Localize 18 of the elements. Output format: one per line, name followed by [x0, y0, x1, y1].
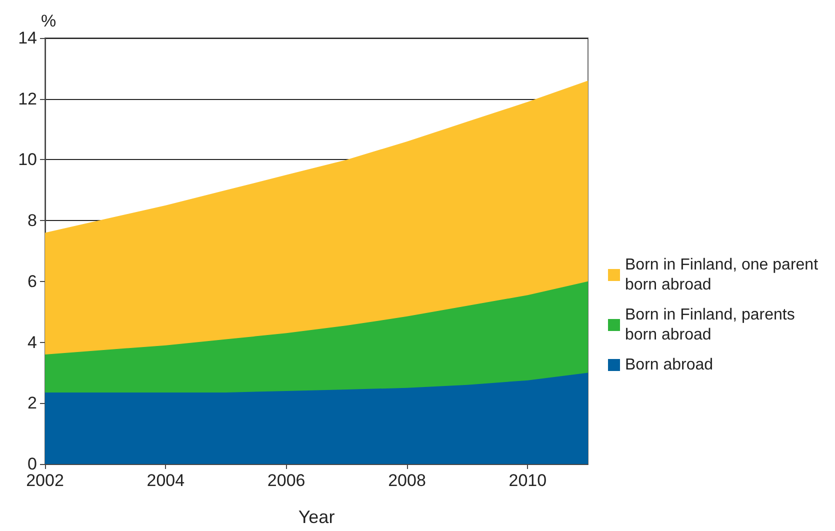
y-axis-title: %: [41, 12, 56, 31]
legend-label: Born in Finland, parents born abroad: [625, 306, 800, 344]
y-tick-label: 4: [28, 332, 37, 352]
x-tick-label: 2010: [508, 471, 547, 490]
x-tick-label: 2008: [388, 471, 426, 490]
y-tick-label: 12: [18, 89, 37, 108]
y-tick-label: 6: [28, 272, 37, 291]
x-tick-label: 2002: [26, 471, 64, 490]
y-tick-label: 0: [28, 454, 37, 474]
y-tick-label: 8: [28, 211, 37, 230]
legend-label: Born in Finland, one parent born abroad: [625, 256, 822, 294]
y-tick-label: 14: [18, 28, 37, 48]
legend-label: Born abroad: [625, 356, 714, 374]
y-tick-label: 10: [18, 150, 37, 170]
x-axis-title: Year: [298, 507, 335, 527]
x-tick-label: 2006: [267, 471, 306, 490]
x-tick-label: 2004: [146, 471, 185, 490]
y-tick-label: 2: [28, 394, 37, 413]
